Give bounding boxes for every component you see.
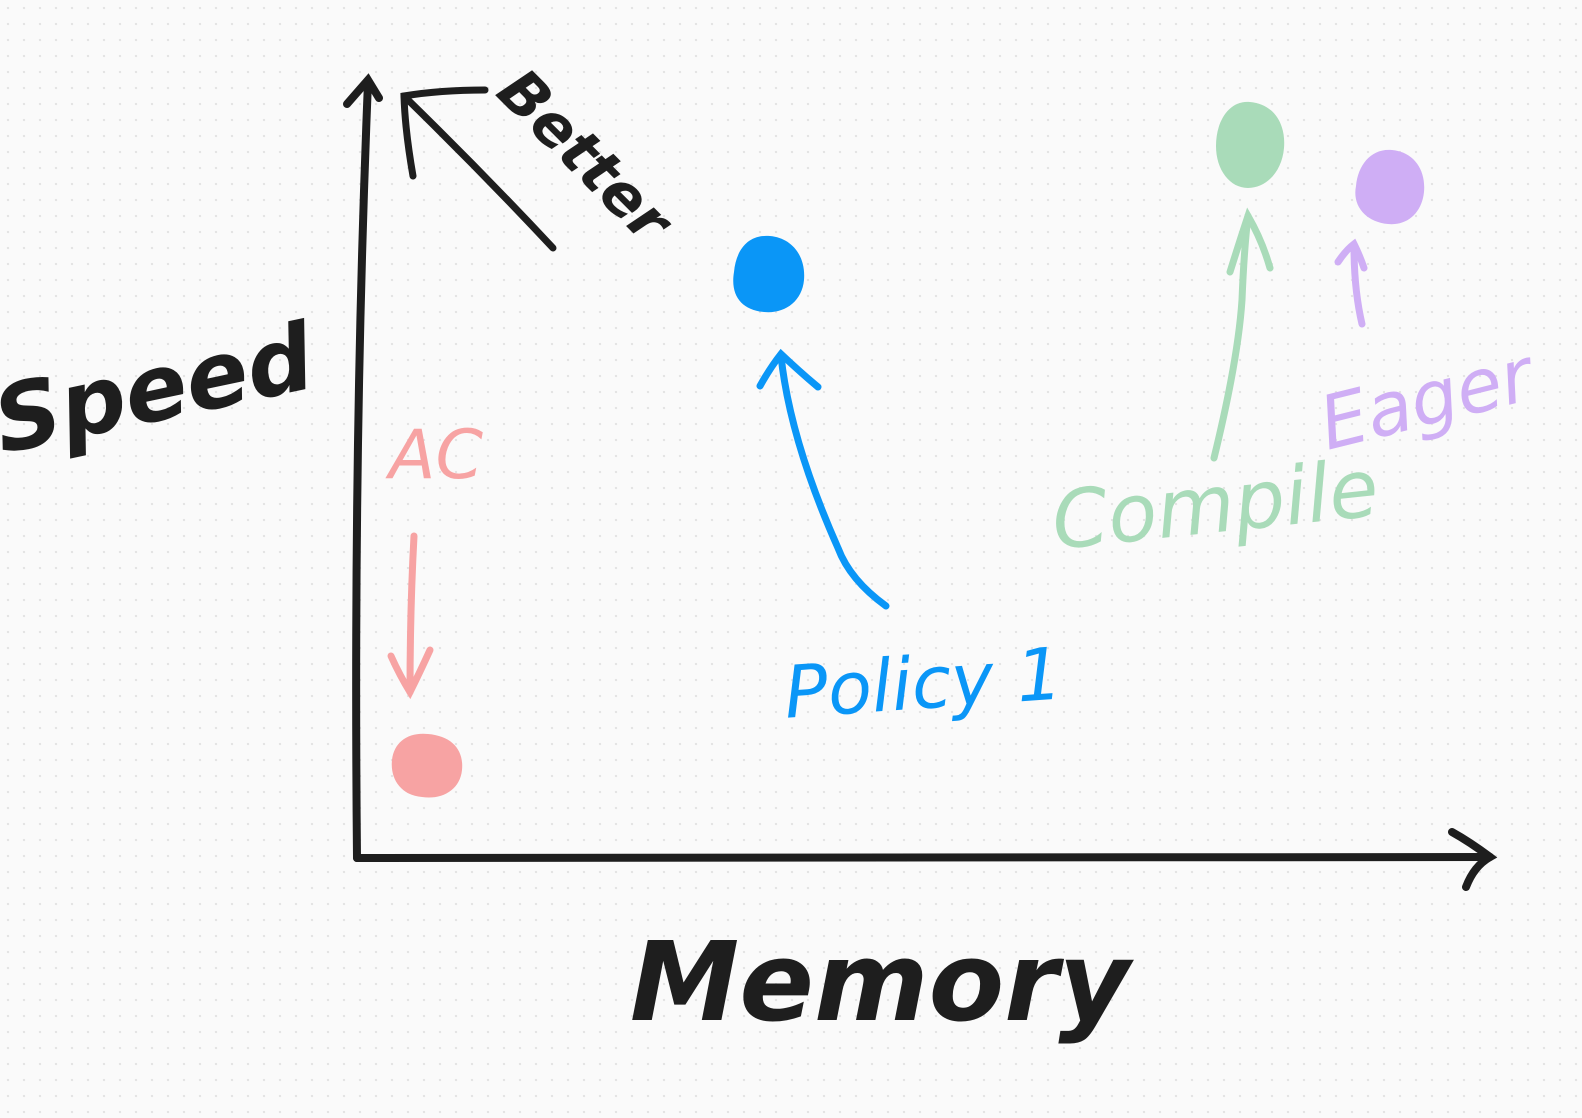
better-arrow <box>400 86 557 252</box>
x-axis-line <box>353 853 1494 863</box>
better-label: Better <box>484 55 687 258</box>
eager-arrow <box>1334 238 1368 328</box>
ac-arrow <box>387 532 434 700</box>
ac-point <box>391 733 463 798</box>
policy-arrow <box>756 348 890 610</box>
y-axis-line <box>352 78 372 862</box>
better-arrow-line <box>400 92 557 252</box>
compile-arrow <box>1210 207 1274 462</box>
ac-group <box>387 532 463 798</box>
eager-point <box>1355 149 1425 225</box>
x-axis-arrowhead <box>1448 828 1498 891</box>
compile-point <box>1216 101 1285 188</box>
memory-label: Memory <box>630 918 1135 1046</box>
policy-point <box>733 235 805 313</box>
compile-group <box>1210 101 1285 462</box>
ac-label: AC <box>385 416 484 495</box>
x-axis <box>353 828 1498 891</box>
policy-group <box>733 235 890 610</box>
y-axis <box>343 73 383 862</box>
eager-group <box>1334 149 1425 328</box>
speed-label: Speed <box>0 303 324 475</box>
policy-label: Policy 1 <box>781 631 1065 734</box>
eager-label: Eager <box>1311 331 1545 468</box>
y-axis-arrowhead <box>343 73 383 108</box>
better-arrow-head <box>400 86 489 180</box>
